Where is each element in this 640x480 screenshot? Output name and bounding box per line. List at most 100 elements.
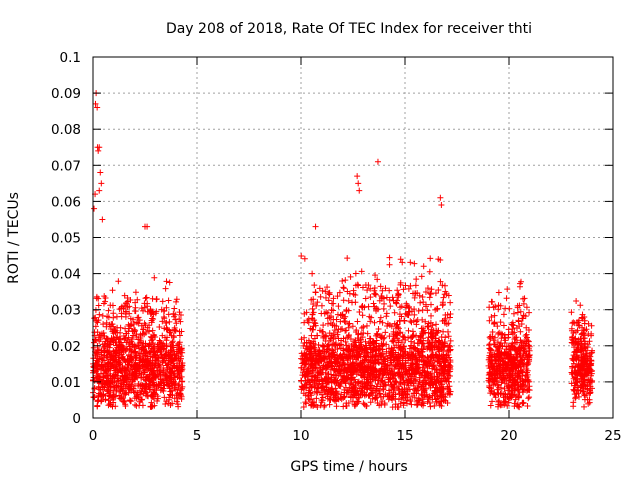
data-point [156, 369, 163, 376]
data-point [345, 297, 352, 304]
data-point [502, 391, 509, 398]
data-point [512, 334, 519, 341]
data-point [335, 354, 342, 361]
data-point [126, 397, 133, 404]
data-point [307, 365, 314, 372]
data-point [103, 348, 110, 355]
data-point [570, 360, 577, 367]
data-point [447, 299, 454, 306]
data-point [516, 302, 523, 309]
data-point [447, 343, 454, 350]
data-point [416, 374, 423, 381]
data-point [425, 320, 432, 327]
data-point [324, 309, 331, 316]
data-point [517, 308, 524, 315]
data-point [413, 402, 420, 409]
data-point [495, 356, 502, 363]
data-point [326, 353, 333, 360]
data-point [420, 263, 427, 270]
data-point [123, 299, 130, 306]
data-point [570, 386, 577, 393]
x-tick-label: 5 [193, 428, 202, 444]
data-point [138, 388, 145, 395]
data-point [375, 377, 382, 384]
y-tick-label: 0.03 [51, 303, 81, 319]
data-point [354, 398, 361, 405]
data-point [495, 306, 502, 313]
data-point [167, 374, 174, 381]
data-point [343, 306, 350, 313]
data-point [364, 330, 371, 337]
data-point [304, 370, 311, 377]
data-point [328, 371, 335, 378]
data-point [160, 364, 167, 371]
data-point [152, 374, 159, 381]
data-point [579, 362, 586, 369]
data-point [325, 389, 332, 396]
data-point [411, 294, 418, 301]
data-point [127, 353, 134, 360]
data-point [131, 344, 138, 351]
data-point [415, 347, 422, 354]
data-point [401, 317, 408, 324]
data-point [585, 320, 592, 327]
data-point [360, 400, 367, 407]
data-point [110, 393, 117, 400]
data-point [94, 104, 101, 111]
data-point [344, 357, 351, 364]
data-point [571, 344, 578, 351]
data-point [501, 385, 508, 392]
data-point [157, 384, 164, 391]
data-point [107, 360, 114, 367]
data-point [165, 311, 172, 318]
data-point [569, 355, 576, 362]
data-point [137, 391, 144, 398]
data-point [422, 289, 429, 296]
data-point [363, 322, 370, 329]
data-point [103, 367, 110, 374]
data-point [99, 216, 106, 223]
data-point [147, 386, 154, 393]
data-point [302, 373, 309, 380]
data-point [520, 363, 527, 370]
data-point [128, 372, 135, 379]
data-point [382, 285, 389, 292]
data-point [446, 391, 453, 398]
data-point [173, 398, 180, 405]
data-point [413, 321, 420, 328]
y-tick-label: 0.09 [51, 86, 81, 102]
data-point [177, 318, 184, 325]
data-point [120, 385, 127, 392]
data-point [111, 367, 118, 374]
data-point [389, 294, 396, 301]
data-point [427, 255, 434, 262]
data-point [125, 362, 132, 369]
data-point [575, 393, 582, 400]
data-point [174, 390, 181, 397]
data-point [310, 402, 317, 409]
data-point [162, 373, 169, 380]
data-point [414, 289, 421, 296]
data-point [447, 388, 454, 395]
data-point [340, 284, 347, 291]
data-point [319, 328, 326, 335]
data-point [321, 343, 328, 350]
data-point [392, 379, 399, 386]
data-point [298, 378, 305, 385]
data-point [317, 293, 324, 300]
data-point [497, 384, 504, 391]
data-point [160, 308, 167, 315]
data-point [151, 274, 158, 281]
data-point [524, 377, 531, 384]
data-point [329, 363, 336, 370]
data-point [94, 362, 101, 369]
x-tick-label: 20 [500, 428, 517, 444]
data-point [495, 403, 502, 410]
data-point [351, 392, 358, 399]
data-point [571, 320, 578, 327]
data-point [576, 322, 583, 329]
data-point [575, 390, 582, 397]
data-point [356, 309, 363, 316]
data-point [419, 340, 426, 347]
